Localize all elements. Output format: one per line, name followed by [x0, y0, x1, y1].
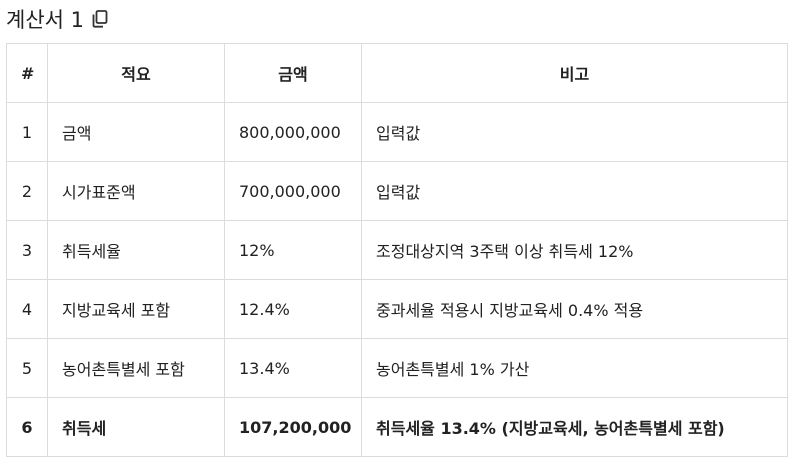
- column-header-number: #: [6, 43, 48, 103]
- row-amount: 107,200,000: [224, 397, 362, 457]
- row-note: 입력값: [361, 161, 788, 221]
- calculation-table: # 적요 금액 비고 1 금액 800,000,000 입력값 2 시가표준액 …: [6, 43, 788, 457]
- table-row: 1 금액 800,000,000 입력값: [6, 102, 788, 162]
- table-row: 3 취득세율 12% 조정대상지역 3주택 이상 취득세 12%: [6, 220, 788, 280]
- row-note: 조정대상지역 3주택 이상 취득세 12%: [361, 220, 788, 280]
- section-header: 계산서 1: [6, 4, 110, 34]
- table-header-row: # 적요 금액 비고: [6, 43, 788, 103]
- row-amount: 800,000,000: [224, 102, 362, 162]
- copy-icon[interactable]: [90, 9, 110, 29]
- row-amount: 700,000,000: [224, 161, 362, 221]
- row-amount: 12%: [224, 220, 362, 280]
- row-number: 3: [6, 220, 48, 280]
- section-title: 계산서 1: [6, 8, 84, 32]
- table-row: 4 지방교육세 포함 12.4% 중과세율 적용시 지방교육세 0.4% 적용: [6, 279, 788, 339]
- row-note: 농어촌특별세 1% 가산: [361, 338, 788, 398]
- row-number: 1: [6, 102, 48, 162]
- row-number: 5: [6, 338, 48, 398]
- row-amount: 12.4%: [224, 279, 362, 339]
- row-item: 취득세율: [47, 220, 225, 280]
- column-header-note: 비고: [361, 43, 788, 103]
- table-row: 5 농어촌특별세 포함 13.4% 농어촌특별세 1% 가산: [6, 338, 788, 398]
- row-item: 시가표준액: [47, 161, 225, 221]
- column-header-item: 적요: [47, 43, 225, 103]
- row-note: 취득세율 13.4% (지방교육세, 농어촌특별세 포함): [361, 397, 788, 457]
- row-number: 2: [6, 161, 48, 221]
- row-number: 6: [6, 397, 48, 457]
- row-item: 취득세: [47, 397, 225, 457]
- row-item: 금액: [47, 102, 225, 162]
- column-header-amount: 금액: [224, 43, 362, 103]
- table-row-total: 6 취득세 107,200,000 취득세율 13.4% (지방교육세, 농어촌…: [6, 397, 788, 457]
- table-row: 2 시가표준액 700,000,000 입력값: [6, 161, 788, 221]
- row-item: 지방교육세 포함: [47, 279, 225, 339]
- row-item: 농어촌특별세 포함: [47, 338, 225, 398]
- row-note: 중과세율 적용시 지방교육세 0.4% 적용: [361, 279, 788, 339]
- row-amount: 13.4%: [224, 338, 362, 398]
- row-note: 입력값: [361, 102, 788, 162]
- row-number: 4: [6, 279, 48, 339]
